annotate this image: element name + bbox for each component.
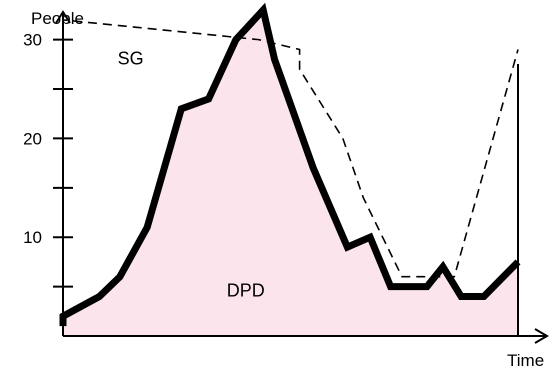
annotations: SG DPD xyxy=(118,48,265,300)
dpd-series-line xyxy=(59,2,521,327)
sg-series-line xyxy=(62,18,519,278)
y-axis-label: People xyxy=(31,9,84,28)
y-axis-arrowhead xyxy=(55,10,71,24)
x-axis-label: Time xyxy=(507,351,544,370)
y-tick-label: 20 xyxy=(23,129,42,148)
dpd-area-fill xyxy=(63,10,518,336)
y-tick-label: 10 xyxy=(23,228,42,247)
annotation-dpd: DPD xyxy=(227,280,265,300)
y-tick-labels: 30 20 10 xyxy=(23,31,42,248)
axes xyxy=(55,10,549,344)
annotation-sg: SG xyxy=(118,48,144,68)
y-tick-label: 30 xyxy=(23,31,42,50)
y-ticks xyxy=(53,38,73,288)
x-axis-arrowhead xyxy=(534,328,549,344)
plot-area xyxy=(59,2,521,336)
